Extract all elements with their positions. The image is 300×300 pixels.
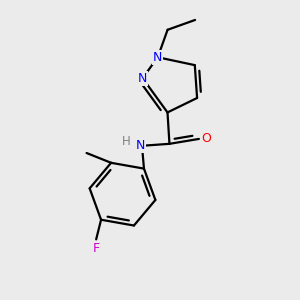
Text: N: N: [153, 51, 163, 64]
Text: O: O: [201, 132, 211, 146]
Text: N: N: [138, 72, 147, 85]
Text: F: F: [93, 242, 100, 255]
Text: N: N: [135, 139, 145, 152]
Text: H: H: [122, 135, 130, 148]
